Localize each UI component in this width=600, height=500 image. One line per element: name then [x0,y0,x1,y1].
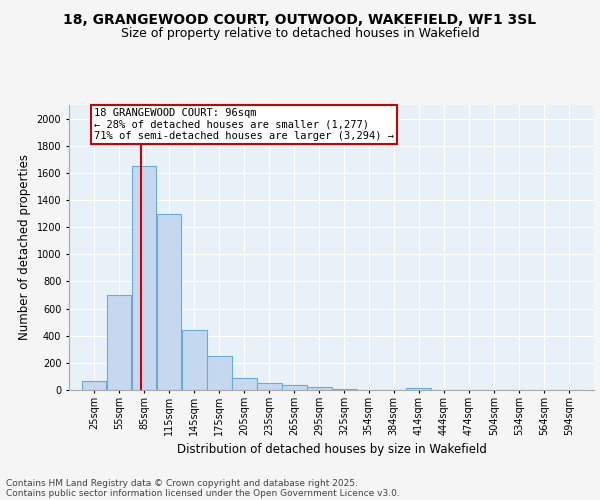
Text: 18, GRANGEWOOD COURT, OUTWOOD, WAKEFIELD, WF1 3SL: 18, GRANGEWOOD COURT, OUTWOOD, WAKEFIELD… [64,12,536,26]
Bar [82,380,106,390]
Bar [207,356,232,390]
X-axis label: Distribution of detached houses by size in Wakefield: Distribution of detached houses by size … [176,444,487,456]
Bar [157,214,181,390]
Text: Contains HM Land Registry data © Crown copyright and database right 2025.: Contains HM Land Registry data © Crown c… [6,478,358,488]
Bar [332,388,357,390]
Bar [406,388,431,390]
Bar [182,330,206,390]
Bar [257,382,281,390]
Text: Contains public sector information licensed under the Open Government Licence v3: Contains public sector information licen… [6,488,400,498]
Bar [107,295,131,390]
Y-axis label: Number of detached properties: Number of detached properties [18,154,31,340]
Text: Size of property relative to detached houses in Wakefield: Size of property relative to detached ho… [121,28,479,40]
Bar [132,166,157,390]
Bar [282,385,307,390]
Text: 18 GRANGEWOOD COURT: 96sqm
← 28% of detached houses are smaller (1,277)
71% of s: 18 GRANGEWOOD COURT: 96sqm ← 28% of deta… [94,108,394,141]
Bar [232,378,257,390]
Bar [307,388,332,390]
